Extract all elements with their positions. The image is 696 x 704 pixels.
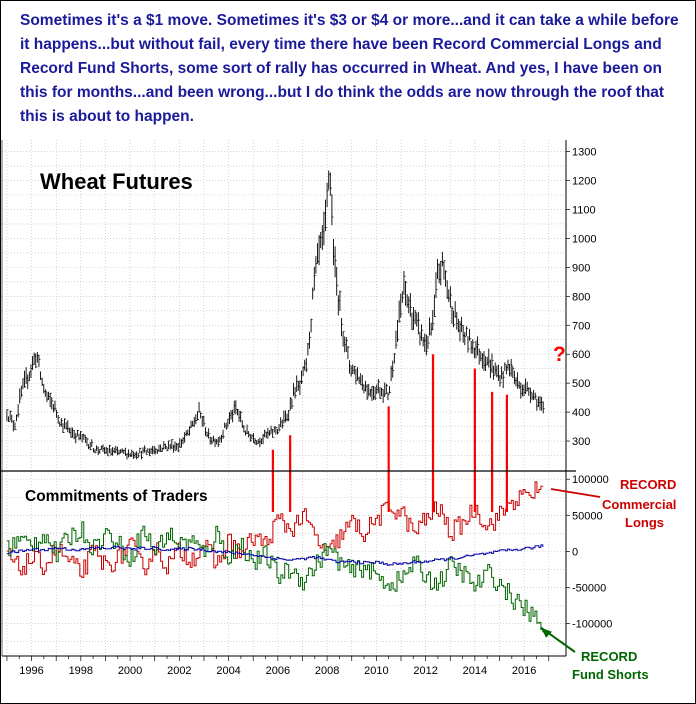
x-tick-label: 2000	[118, 665, 142, 677]
cot-y-tick-label: 0	[572, 546, 578, 558]
price-y-tick-label: 600	[572, 349, 590, 361]
commercial-annotation-line: RECORD	[620, 477, 676, 492]
x-tick-label: 1996	[19, 665, 43, 677]
price-y-tick-label: 1100	[572, 204, 596, 216]
price-y-tick-label: 400	[572, 407, 590, 419]
cot-y-tick-label: 100000	[572, 474, 609, 486]
price-y-tick-label: 300	[572, 436, 590, 448]
cot-chart-title: Commitments of Traders	[25, 488, 208, 505]
axes	[0, 140, 576, 661]
x-tick-label: 2002	[167, 665, 191, 677]
cot-line-commercials	[6, 481, 544, 578]
price-y-tick-label: 700	[572, 320, 590, 332]
x-tick-label: 2012	[413, 665, 437, 677]
cot-lines	[6, 481, 544, 633]
x-tick-label: 2016	[512, 665, 536, 677]
x-tick-label: 2006	[266, 665, 290, 677]
fund-annotation-line: RECORD	[581, 649, 637, 664]
price-y-tick-label: 1300	[572, 147, 596, 159]
cot-line-small-traders	[6, 544, 544, 566]
price-y-tick-label: 800	[572, 291, 590, 303]
question-mark-annotation: ?	[553, 343, 566, 366]
commercial-annotation-line: Commercial	[602, 497, 676, 512]
commercial-annotation-arrow	[550, 488, 601, 498]
price-chart-title: Wheat Futures	[40, 169, 193, 194]
labels: 1996 1998 2000 2002 2004 2006 2008 2010 2012 2014…	[19, 147, 676, 682]
price-y-tick-label: 500	[572, 378, 590, 390]
cot-grid	[2, 472, 566, 656]
price-y-tick-label: 900	[572, 262, 590, 274]
cot-line-funds	[6, 521, 544, 633]
x-tick-label: 2014	[463, 665, 487, 677]
price-y-tick-label: 1000	[572, 233, 596, 245]
headline-text: Sometimes it's a $1 move. Sometimes it's…	[20, 12, 679, 125]
price-grid	[2, 140, 566, 470]
price-bars	[6, 170, 545, 460]
x-tick-label: 2008	[315, 665, 339, 677]
x-tick-label: 2004	[216, 665, 240, 677]
cot-y-tick-label: -50000	[572, 582, 606, 594]
x-tick-label: 2010	[364, 665, 388, 677]
red-markers	[271, 354, 508, 512]
commercial-annotation-line: Longs	[625, 515, 664, 530]
x-tick-label: 1998	[69, 665, 93, 677]
cot-y-tick-label: -100000	[572, 619, 612, 631]
price-y-tick-label: 1200	[572, 176, 596, 188]
cot-y-tick-label: 50000	[572, 510, 603, 522]
fund-annotation-arrowhead	[541, 627, 552, 638]
fund-annotation-line: Fund Shorts	[572, 667, 649, 682]
